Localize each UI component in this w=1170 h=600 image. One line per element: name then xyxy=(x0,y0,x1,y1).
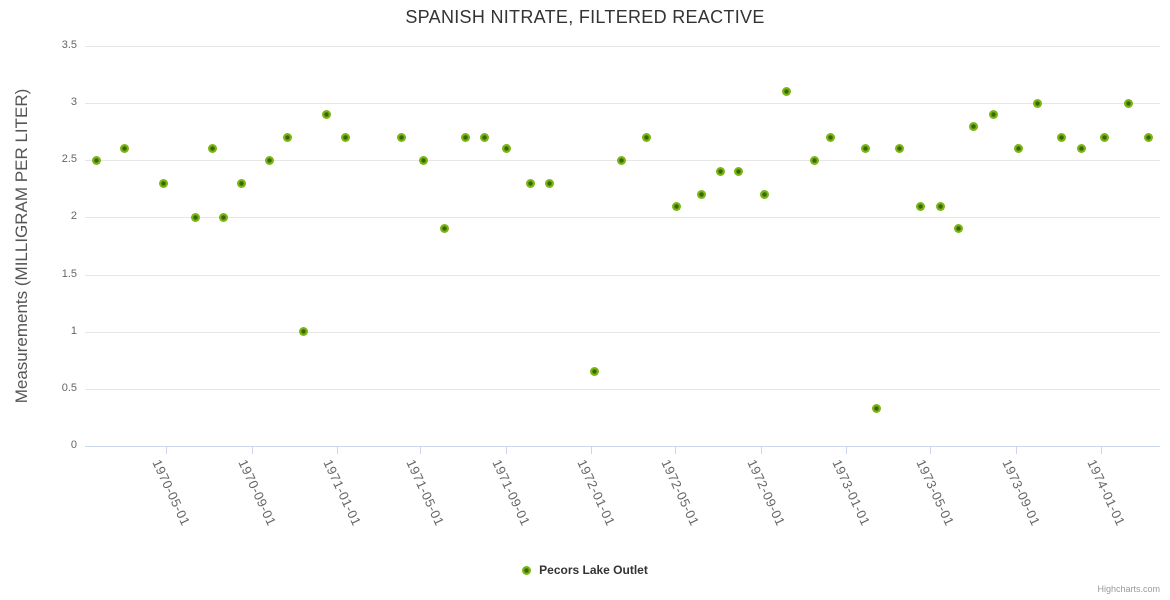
data-point[interactable] xyxy=(1013,144,1023,154)
x-axis-tick-label: 1973-05-01 xyxy=(913,457,958,529)
data-point[interactable] xyxy=(734,167,744,177)
x-axis-tick-mark xyxy=(165,446,167,454)
data-point[interactable] xyxy=(237,178,247,188)
data-point[interactable] xyxy=(208,144,218,154)
data-point[interactable] xyxy=(479,132,489,142)
x-axis-tick-label: 1971-01-01 xyxy=(320,457,364,529)
data-point[interactable] xyxy=(119,144,129,154)
y-axis-tick-label: 3 xyxy=(70,96,77,109)
x-axis-tick-label: 1973-09-01 xyxy=(999,457,1043,529)
y-gridline xyxy=(85,46,1160,47)
x-axis-line xyxy=(85,446,1160,447)
data-point[interactable] xyxy=(915,201,925,211)
x-axis-tick-label: 1974-01-01 xyxy=(1084,457,1128,529)
data-point[interactable] xyxy=(544,178,554,188)
data-point[interactable] xyxy=(781,87,791,97)
y-gridline xyxy=(85,103,1160,105)
y-axis-tick-label: 2.5 xyxy=(61,153,77,166)
data-point[interactable] xyxy=(988,110,998,120)
data-point[interactable] xyxy=(91,155,101,165)
data-point[interactable] xyxy=(809,155,819,165)
y-gridline xyxy=(85,331,1160,333)
data-point[interactable] xyxy=(439,224,449,234)
data-point[interactable] xyxy=(617,155,627,165)
data-point[interactable] xyxy=(283,132,293,142)
x-axis-tick-mark xyxy=(336,446,338,454)
data-point[interactable] xyxy=(501,144,511,154)
y-axis-tick-label: 0 xyxy=(70,439,77,451)
x-axis-tick-label: 1970-09-01 xyxy=(235,457,279,529)
data-point[interactable] xyxy=(341,132,351,142)
x-axis-tick-label: 1972-01-01 xyxy=(574,457,619,529)
data-point[interactable] xyxy=(696,190,706,200)
chart-title: SPANISH NITRATE, FILTERED REACTIVE xyxy=(405,7,765,27)
x-axis-tick-mark xyxy=(591,446,593,454)
data-point[interactable] xyxy=(158,178,168,188)
x-axis-tick-label: 1971-05-01 xyxy=(403,457,448,529)
data-point[interactable] xyxy=(264,155,274,165)
data-point[interactable] xyxy=(1056,132,1066,142)
x-axis-tick-mark xyxy=(1015,446,1017,454)
x-axis-tick-mark xyxy=(846,446,848,454)
x-axis-tick-mark xyxy=(506,446,508,454)
data-point[interactable] xyxy=(826,132,836,142)
data-point[interactable] xyxy=(191,212,201,222)
data-point[interactable] xyxy=(1100,132,1110,142)
x-axis-tick-mark xyxy=(420,446,422,454)
data-point[interactable] xyxy=(671,201,681,211)
data-point[interactable] xyxy=(461,132,471,142)
data-point[interactable] xyxy=(1144,132,1154,142)
data-point[interactable] xyxy=(871,403,881,413)
legend-item[interactable]: Pecors Lake Outlet xyxy=(0,563,1170,577)
x-axis-tick-mark xyxy=(761,446,763,454)
y-axis-tick-label: 0.5 xyxy=(61,381,77,394)
y-axis-tick-label: 2 xyxy=(70,210,77,223)
legend-marker-icon xyxy=(522,565,532,575)
data-point[interactable] xyxy=(590,367,600,377)
data-point[interactable] xyxy=(715,167,725,177)
x-axis-tick-mark xyxy=(929,446,931,454)
y-gridline xyxy=(85,217,1160,219)
y-gridline xyxy=(85,388,1160,390)
data-point[interactable] xyxy=(1032,98,1042,108)
x-axis-tick-label: 1971-09-01 xyxy=(489,457,534,529)
data-point[interactable] xyxy=(418,155,428,165)
data-point[interactable] xyxy=(322,110,332,120)
x-axis-tick-label: 1973-01-01 xyxy=(829,457,874,529)
x-axis-tick-label: 1970-05-01 xyxy=(149,457,194,529)
y-axis-tick-label: 1 xyxy=(70,324,77,337)
data-point[interactable] xyxy=(299,327,309,337)
y-gridline xyxy=(85,274,1160,276)
data-point[interactable] xyxy=(968,121,978,131)
highcharts-credit-link[interactable]: Highcharts.com xyxy=(1097,584,1160,594)
data-point[interactable] xyxy=(935,201,945,211)
x-axis-tick-mark xyxy=(675,446,677,454)
y-axis-tick-label: 1.5 xyxy=(61,267,77,280)
data-point[interactable] xyxy=(1124,98,1134,108)
data-point[interactable] xyxy=(894,144,904,154)
x-axis-tick-mark xyxy=(251,446,253,454)
x-axis-tick-label: 1972-09-01 xyxy=(744,457,789,529)
data-point[interactable] xyxy=(954,224,964,234)
x-axis-tick-label: 1972-05-01 xyxy=(658,457,703,529)
data-point[interactable] xyxy=(641,132,651,142)
data-point[interactable] xyxy=(860,144,870,154)
data-point[interactable] xyxy=(218,212,228,222)
data-point[interactable] xyxy=(1076,144,1086,154)
legend-series-label: Pecors Lake Outlet xyxy=(539,563,648,577)
x-axis-tick-mark xyxy=(1100,446,1102,454)
data-point[interactable] xyxy=(525,178,535,188)
data-point[interactable] xyxy=(397,132,406,142)
data-point[interactable] xyxy=(759,190,769,200)
y-axis-tick-label: 3.5 xyxy=(61,39,77,51)
